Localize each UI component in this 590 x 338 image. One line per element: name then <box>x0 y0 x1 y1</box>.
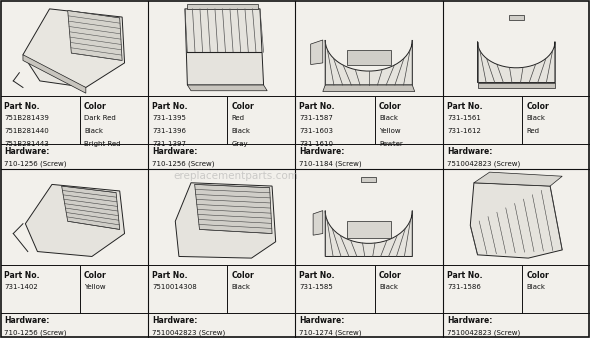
Polygon shape <box>68 10 122 61</box>
Polygon shape <box>188 4 257 9</box>
Polygon shape <box>325 40 412 85</box>
Polygon shape <box>477 42 555 82</box>
Text: Gray: Gray <box>231 141 248 147</box>
Polygon shape <box>325 211 412 257</box>
Text: Color: Color <box>526 271 549 280</box>
Text: Color: Color <box>231 102 254 111</box>
Text: Yellow: Yellow <box>84 285 106 290</box>
Bar <box>362 177 376 182</box>
Text: Pewter: Pewter <box>379 141 403 147</box>
Text: Color: Color <box>231 271 254 280</box>
Text: 731-1586: 731-1586 <box>447 285 481 290</box>
Text: 751B281443: 751B281443 <box>5 141 49 147</box>
Text: Bright Red: Bright Red <box>84 141 120 147</box>
Polygon shape <box>195 185 272 234</box>
Text: 731-1610: 731-1610 <box>299 141 333 147</box>
Text: Part No.: Part No. <box>5 271 40 280</box>
Text: 731-1397: 731-1397 <box>152 141 186 147</box>
Bar <box>509 15 523 20</box>
Text: Part No.: Part No. <box>447 102 483 111</box>
Polygon shape <box>23 55 86 93</box>
Text: 751B281440: 751B281440 <box>5 128 49 134</box>
Text: 731-1603: 731-1603 <box>299 128 333 134</box>
Text: 710-1256 (Screw): 710-1256 (Screw) <box>5 330 67 336</box>
Text: Red: Red <box>231 116 245 121</box>
Text: Color: Color <box>84 271 107 280</box>
Polygon shape <box>188 85 267 91</box>
Text: Part No.: Part No. <box>152 102 188 111</box>
Text: Hardware:: Hardware: <box>152 316 197 325</box>
Text: Black: Black <box>84 128 103 134</box>
Text: Color: Color <box>379 271 402 280</box>
Polygon shape <box>23 9 124 88</box>
Text: Color: Color <box>379 102 402 111</box>
Bar <box>347 50 391 65</box>
Text: Hardware:: Hardware: <box>299 316 345 325</box>
Text: 7510042823 (Screw): 7510042823 (Screw) <box>447 330 520 336</box>
Text: Yellow: Yellow <box>379 128 401 134</box>
Polygon shape <box>470 183 562 258</box>
Text: 731-1395: 731-1395 <box>152 116 186 121</box>
Polygon shape <box>185 9 264 85</box>
Text: 710-1184 (Screw): 710-1184 (Screw) <box>299 161 362 167</box>
Text: 731-1587: 731-1587 <box>299 116 333 121</box>
Bar <box>347 221 391 238</box>
Text: Hardware:: Hardware: <box>152 147 197 156</box>
Text: Part No.: Part No. <box>447 271 483 280</box>
Text: Color: Color <box>526 102 549 111</box>
Text: Part No.: Part No. <box>5 102 40 111</box>
Text: Dark Red: Dark Red <box>84 116 116 121</box>
Text: Black: Black <box>526 285 546 290</box>
Text: Red: Red <box>526 128 540 134</box>
Text: Hardware:: Hardware: <box>5 147 50 156</box>
Text: Black: Black <box>379 116 398 121</box>
Polygon shape <box>313 211 323 235</box>
Text: Hardware:: Hardware: <box>5 316 50 325</box>
Polygon shape <box>323 85 415 92</box>
Text: 731-1561: 731-1561 <box>447 116 481 121</box>
Text: Color: Color <box>84 102 107 111</box>
Text: 751B281439: 751B281439 <box>5 116 50 121</box>
Polygon shape <box>474 172 562 186</box>
Text: 7510042823 (Screw): 7510042823 (Screw) <box>447 161 520 167</box>
Text: Part No.: Part No. <box>299 271 335 280</box>
Text: ereplacementparts.com: ereplacementparts.com <box>173 171 299 181</box>
Text: 731-1402: 731-1402 <box>5 285 38 290</box>
Text: 710-1256 (Screw): 710-1256 (Screw) <box>5 161 67 167</box>
Text: Black: Black <box>379 285 398 290</box>
Text: 710-1274 (Screw): 710-1274 (Screw) <box>299 330 362 336</box>
Text: 7510042823 (Screw): 7510042823 (Screw) <box>152 330 225 336</box>
Text: Hardware:: Hardware: <box>447 147 492 156</box>
Text: Hardware:: Hardware: <box>447 316 492 325</box>
Text: 7510014308: 7510014308 <box>152 285 196 290</box>
Text: 731-1612: 731-1612 <box>447 128 481 134</box>
Polygon shape <box>61 186 120 230</box>
Polygon shape <box>311 40 323 65</box>
Polygon shape <box>25 185 124 257</box>
Text: Hardware:: Hardware: <box>299 147 345 156</box>
Text: 710-1256 (Screw): 710-1256 (Screw) <box>152 161 214 167</box>
Text: Part No.: Part No. <box>299 102 335 111</box>
Polygon shape <box>175 183 276 258</box>
Text: 731-1396: 731-1396 <box>152 128 186 134</box>
Text: Black: Black <box>231 285 251 290</box>
Text: Black: Black <box>231 128 251 134</box>
Text: 731-1585: 731-1585 <box>299 285 333 290</box>
Polygon shape <box>477 82 555 88</box>
Text: Part No.: Part No. <box>152 271 188 280</box>
Text: Black: Black <box>526 116 546 121</box>
